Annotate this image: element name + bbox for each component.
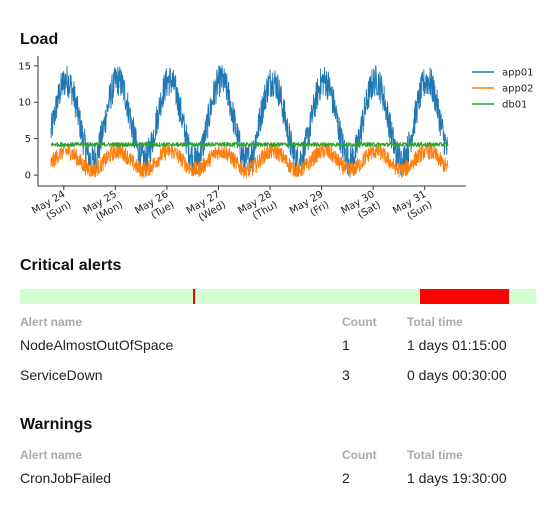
y-tick-label: 15 bbox=[18, 61, 31, 72]
table-row: ServiceDown 3 0 days 00:30:00 bbox=[20, 367, 536, 397]
series-line-db01 bbox=[50, 141, 449, 148]
alert-count: 1 bbox=[342, 337, 350, 353]
alert-count: 2 bbox=[342, 470, 350, 486]
alert-name: CronJobFailed bbox=[20, 470, 112, 486]
alert-total-time: 0 days 00:30:00 bbox=[407, 367, 507, 383]
alert-total-time: 1 days 19:30:00 bbox=[407, 470, 507, 486]
legend-label-db01: db01 bbox=[502, 100, 527, 111]
critical-alerts-table: Alert name Count Total time NodeAlmostOu… bbox=[20, 315, 536, 397]
alert-name: NodeAlmostOutOfSpace bbox=[20, 337, 174, 353]
warnings-title: Warnings bbox=[20, 416, 93, 433]
table-header: Alert name Count Total time bbox=[20, 448, 536, 470]
x-tick-label: May 29(Fri) bbox=[288, 189, 331, 219]
y-tick-label: 0 bbox=[25, 171, 31, 182]
alert-count: 3 bbox=[342, 367, 350, 383]
critical-alerts-title: Critical alerts bbox=[20, 257, 122, 274]
header-total-time: Total time bbox=[407, 448, 463, 462]
y-tick-label: 10 bbox=[18, 98, 31, 109]
x-tick-label: May 24(Sun) bbox=[30, 189, 73, 222]
x-tick-label: May 25(Mon) bbox=[82, 189, 125, 223]
load-chart: 0 5 10 15 May 24(Sun) May 25(Mon) May 26(Tue) M… bbox=[18, 56, 534, 224]
timeline-alert-segment bbox=[193, 289, 196, 304]
header-count: Count bbox=[342, 448, 377, 462]
y-tick-label: 5 bbox=[25, 134, 31, 145]
header-alert-name: Alert name bbox=[20, 448, 83, 462]
x-tick-label: May 28(Thu) bbox=[236, 189, 279, 222]
header-count: Count bbox=[342, 315, 377, 329]
alert-total-time: 1 days 01:15:00 bbox=[407, 337, 507, 353]
critical-alerts-timeline bbox=[20, 289, 536, 304]
header-total-time: Total time bbox=[407, 315, 463, 329]
header-alert-name: Alert name bbox=[20, 315, 83, 329]
timeline-alert-segment bbox=[420, 289, 510, 304]
x-tick-label: May 26(Tue) bbox=[133, 189, 176, 221]
table-row: NodeAlmostOutOfSpace 1 1 days 01:15:00 bbox=[20, 337, 536, 367]
warnings-table: Alert name Count Total time CronJobFaile… bbox=[20, 448, 536, 500]
legend-label-app01: app01 bbox=[502, 68, 534, 79]
alert-name: ServiceDown bbox=[20, 367, 103, 383]
series-line-app02 bbox=[50, 142, 449, 179]
x-tick-label: May 30(Sat) bbox=[340, 189, 383, 221]
legend-label-app02: app02 bbox=[502, 84, 534, 95]
load-title: Load bbox=[20, 31, 59, 48]
x-tick-label: May 31(Sun) bbox=[391, 189, 434, 222]
table-header: Alert name Count Total time bbox=[20, 315, 536, 337]
x-tick-label: May 27(Wed) bbox=[185, 189, 228, 224]
table-row: CronJobFailed 2 1 days 19:30:00 bbox=[20, 470, 536, 500]
